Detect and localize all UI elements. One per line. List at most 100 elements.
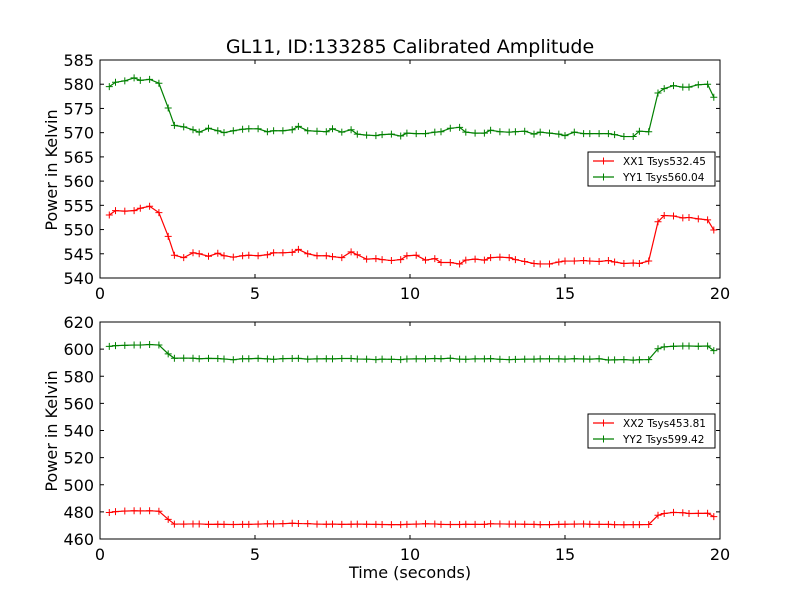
- data-point-marker: [195, 128, 203, 136]
- data-point-marker: [670, 508, 677, 516]
- data-point-marker: [654, 345, 662, 353]
- data-point-marker: [511, 256, 519, 264]
- data-point-marker: [164, 232, 172, 240]
- data-point-marker: [570, 257, 578, 265]
- data-point-marker: [635, 521, 643, 529]
- data-point-marker: [372, 356, 380, 364]
- data-point-marker: [530, 355, 538, 363]
- data-point-marker: [660, 85, 668, 93]
- data-point-marker: [570, 520, 578, 528]
- data-point-marker: [363, 131, 371, 139]
- data-point-marker: [645, 128, 653, 136]
- data-point-marker: [155, 341, 163, 349]
- data-point-marker: [363, 255, 371, 263]
- data-point-marker: [263, 251, 271, 259]
- legend-entry-label: YY2 Tsys599.42: [622, 434, 704, 446]
- data-point-marker: [645, 257, 653, 265]
- legend-swatch-marker: [600, 157, 607, 165]
- data-point-marker: [378, 131, 386, 139]
- data-point-marker: [353, 251, 361, 259]
- y-tick-label: 575: [63, 99, 94, 118]
- y-tick-label: 620: [63, 313, 94, 332]
- data-point-marker: [189, 520, 197, 528]
- data-point-marker: [586, 355, 594, 363]
- data-point-marker: [378, 355, 386, 363]
- data-point-marker: [620, 356, 628, 364]
- data-point-marker: [446, 258, 454, 266]
- data-point-marker: [105, 509, 113, 517]
- data-point-marker: [629, 356, 637, 364]
- data-point-marker: [570, 128, 578, 136]
- data-point-marker: [279, 249, 287, 257]
- data-point-marker: [220, 252, 228, 260]
- data-point-marker: [322, 520, 330, 528]
- x-tick-label: 5: [250, 545, 260, 564]
- data-point-marker: [586, 257, 594, 265]
- data-point-marker: [254, 125, 262, 133]
- data-point-marker: [487, 254, 495, 262]
- data-point-marker: [245, 355, 253, 363]
- x-tick-label: 20: [710, 284, 730, 303]
- data-point-marker: [112, 78, 119, 86]
- y-tick-label: 570: [63, 124, 94, 143]
- data-point-marker: [670, 212, 677, 220]
- data-point-marker: [322, 252, 330, 260]
- data-point-marker: [555, 520, 563, 528]
- y-tick-label: 460: [63, 530, 94, 549]
- data-point-marker: [620, 521, 628, 529]
- series-xx2: [105, 507, 718, 529]
- data-point-marker: [422, 256, 429, 264]
- data-point-marker: [471, 355, 479, 363]
- data-point-marker: [313, 520, 321, 528]
- data-point-marker: [437, 128, 445, 136]
- data-point-marker: [397, 132, 405, 140]
- data-point-marker: [595, 355, 603, 363]
- data-point-marker: [378, 256, 386, 264]
- data-point-marker: [372, 255, 380, 263]
- x-tick-label: 15: [555, 284, 575, 303]
- data-point-marker: [136, 507, 144, 515]
- data-point-marker: [288, 248, 296, 256]
- data-point-marker: [611, 521, 619, 529]
- y-tick-label: 545: [63, 245, 94, 264]
- data-point-marker: [629, 259, 637, 267]
- y-tick-label: 600: [63, 340, 94, 359]
- data-point-marker: [347, 248, 355, 256]
- data-point-marker: [304, 250, 312, 258]
- data-point-marker: [462, 520, 470, 528]
- data-point-marker: [279, 127, 287, 135]
- data-point-marker: [679, 214, 687, 222]
- data-point-marker: [112, 207, 119, 215]
- legend-box: [587, 413, 716, 449]
- data-point-marker: [245, 125, 253, 133]
- data-point-marker: [710, 93, 718, 101]
- data-point-marker: [561, 132, 569, 140]
- data-point-marker: [170, 354, 178, 362]
- data-point-marker: [521, 258, 529, 266]
- data-point-marker: [694, 342, 702, 350]
- data-point-marker: [456, 260, 464, 268]
- y-tick-label: 560: [63, 394, 94, 413]
- legend-entry-label: XX2 Tsys453.81: [623, 418, 706, 430]
- legend-swatch-marker: [600, 173, 607, 181]
- data-point-marker: [130, 207, 138, 215]
- data-point-marker: [403, 355, 411, 363]
- data-point-marker: [363, 520, 371, 528]
- data-point-marker: [239, 520, 247, 528]
- data-point-marker: [487, 355, 495, 363]
- bottom-y-axis-label: Power in Kelvin: [42, 370, 61, 491]
- data-point-marker: [180, 354, 188, 362]
- data-point-marker: [294, 354, 302, 362]
- data-point-marker: [654, 511, 662, 519]
- data-point-marker: [536, 260, 544, 268]
- data-point-marker: [105, 342, 113, 350]
- data-point-marker: [586, 130, 594, 138]
- data-point-marker: [180, 254, 188, 262]
- data-point-marker: [189, 249, 197, 257]
- y-tick-label: 580: [63, 75, 94, 94]
- legend: XX1 Tsys532.45 YY1 Tsys560.04: [587, 151, 716, 187]
- data-point-marker: [694, 509, 702, 517]
- data-point-marker: [254, 252, 262, 260]
- data-point-marker: [456, 355, 464, 363]
- data-point-marker: [620, 259, 628, 267]
